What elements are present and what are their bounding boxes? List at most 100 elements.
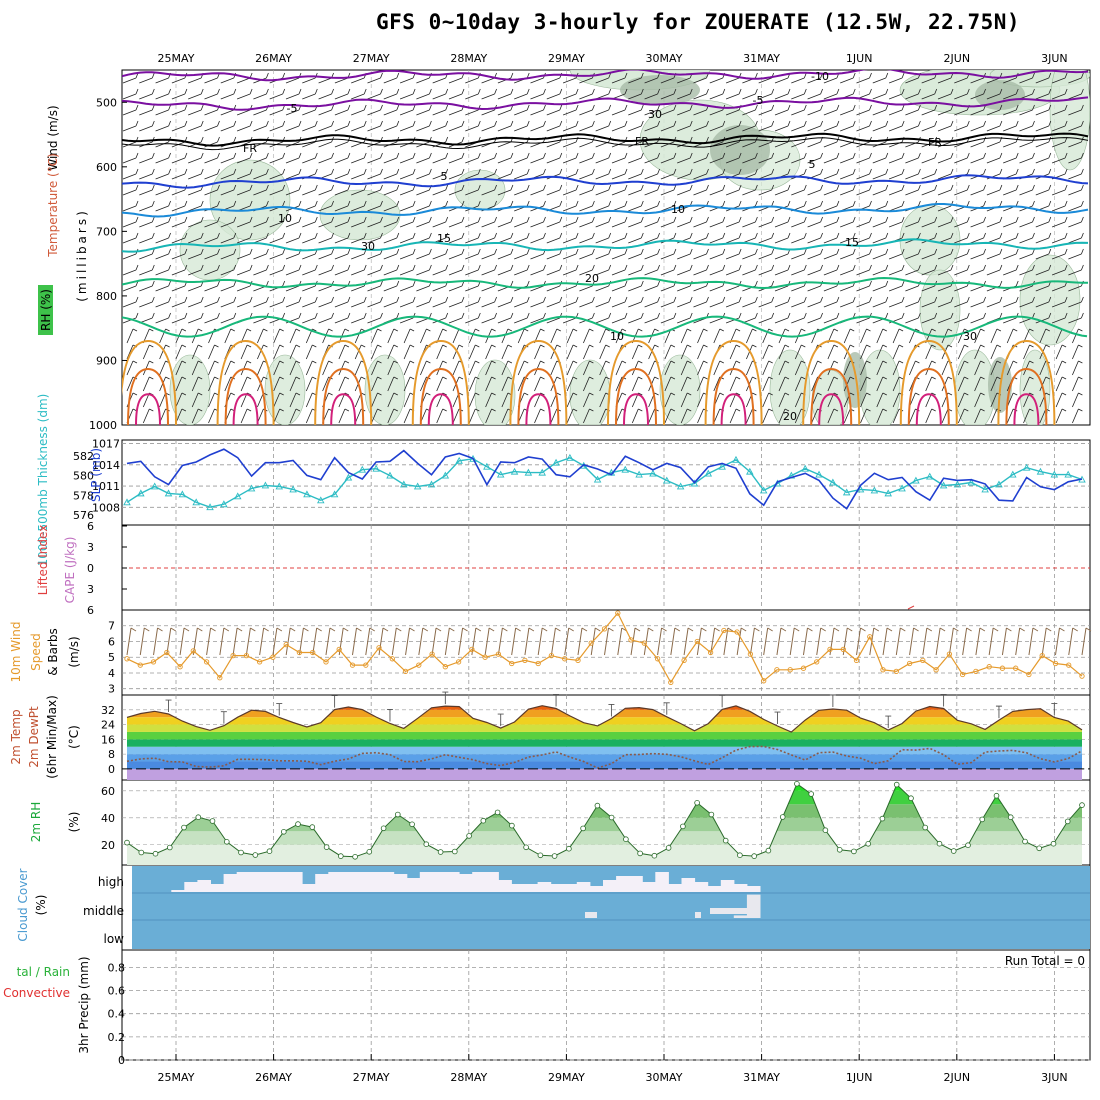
wind10m-point: [999, 665, 1006, 671]
wind-barb: [236, 232, 253, 244]
temp-dome: [615, 367, 657, 425]
wind10m-point: [575, 657, 581, 664]
wind-barb: [253, 152, 269, 164]
wind-barb: [485, 392, 496, 408]
wind-barb: [664, 408, 676, 424]
wind-barb: [611, 136, 628, 148]
wind-barb: [807, 232, 823, 244]
wind-barb: [1068, 232, 1084, 244]
wind-barb: [155, 200, 171, 212]
wind-barb: [843, 328, 855, 344]
wind-barb: [383, 120, 400, 132]
wind-barb: [383, 184, 400, 196]
rh2m-point: [466, 833, 472, 839]
wind-barb: [758, 104, 775, 116]
wind-barb: [465, 152, 481, 164]
wind-barb: [1068, 168, 1084, 180]
wind-barb: [579, 88, 595, 100]
cloud-high-cell: [210, 884, 225, 892]
wind-barb: [860, 328, 871, 344]
wind10m-point: [469, 646, 475, 653]
wind-barb: [840, 104, 856, 116]
wind-barb: [1055, 360, 1067, 376]
wind-barb: [448, 168, 465, 180]
wind-barb: [208, 360, 219, 376]
wind-barb: [191, 408, 203, 424]
wind-barb: [856, 72, 872, 84]
wind-barb: [171, 232, 188, 244]
wind-barb: [1003, 248, 1019, 260]
pressure-tick: 600: [96, 161, 117, 174]
wind-barb: [302, 296, 318, 308]
wind-barb: [1006, 328, 1018, 344]
wind-barb: [888, 248, 905, 260]
thickness-tick: 576: [73, 509, 94, 522]
temp-dome: [607, 339, 665, 425]
wind-barb: [921, 104, 938, 116]
wind-barb: [351, 168, 367, 180]
wind-barb: [1068, 104, 1084, 116]
rh2m-point: [252, 852, 259, 858]
wind-barb: [680, 376, 692, 392]
wind-barb: [631, 376, 643, 392]
wind-barb: [530, 312, 546, 324]
rh2m-point: [779, 814, 786, 820]
wind-barb: [289, 344, 301, 360]
wind-barb: [725, 152, 742, 164]
wind10m-barb: [776, 627, 787, 656]
wind-barb: [139, 88, 155, 100]
wind10m-point: [548, 652, 555, 659]
wind-barb: [155, 216, 171, 228]
thickness-point: [441, 471, 450, 479]
temp-band: [127, 746, 1082, 755]
ua-ylabel-rh: RH (%): [39, 289, 53, 331]
wind-barb: [142, 408, 154, 424]
wind-barb: [677, 152, 693, 164]
wind-barb: [351, 184, 367, 196]
cloud-high-cell: [249, 872, 264, 892]
cloud-low-cell: [585, 912, 597, 918]
wind-barb: [403, 344, 415, 360]
rh2m-point: [152, 850, 159, 857]
wind-barb: [1023, 408, 1034, 424]
wind-barb: [514, 280, 530, 292]
cloud-high-cell: [393, 874, 408, 892]
cloud-high-cell: [642, 882, 656, 892]
wind-barb: [139, 232, 155, 244]
cloud-low-cell: [710, 908, 755, 914]
wind-barb: [937, 168, 954, 180]
wind-barb: [566, 344, 578, 360]
wind-barb: [322, 360, 333, 376]
wind-barb: [660, 216, 677, 228]
cloud-high-cell: [720, 880, 735, 892]
wind-barb: [778, 344, 790, 360]
cloud-high-cell: [524, 884, 539, 892]
wind-barb: [403, 376, 415, 392]
wind-barb: [774, 104, 791, 116]
wind-barb: [1068, 264, 1084, 276]
wind-barb: [1068, 216, 1084, 228]
wind-barb: [367, 312, 383, 324]
wind-barb: [811, 360, 822, 376]
wind-barb: [122, 168, 139, 180]
wind-barb: [921, 168, 938, 180]
rh-shading-dark: [620, 75, 700, 105]
wind-barb: [416, 296, 432, 308]
rh2m-point: [665, 845, 672, 851]
rh-band: [127, 804, 1082, 818]
wind-barb: [595, 88, 612, 100]
wind-barb: [514, 216, 530, 228]
thickness-point: [704, 469, 713, 477]
rh-shading: [769, 349, 811, 425]
wind10m-barb: [497, 627, 508, 656]
wind-barb: [285, 136, 302, 148]
rh2m-point: [879, 815, 886, 822]
temp-dome: [712, 367, 755, 425]
wind-barb: [1019, 264, 1035, 276]
wind10m-barb: [179, 627, 190, 656]
pressure-tick: 500: [96, 96, 117, 109]
rh2m-point: [1022, 838, 1028, 845]
wind-tick: 5: [108, 651, 115, 664]
wind10m-barb: [564, 627, 574, 656]
wind-barb: [680, 408, 692, 424]
